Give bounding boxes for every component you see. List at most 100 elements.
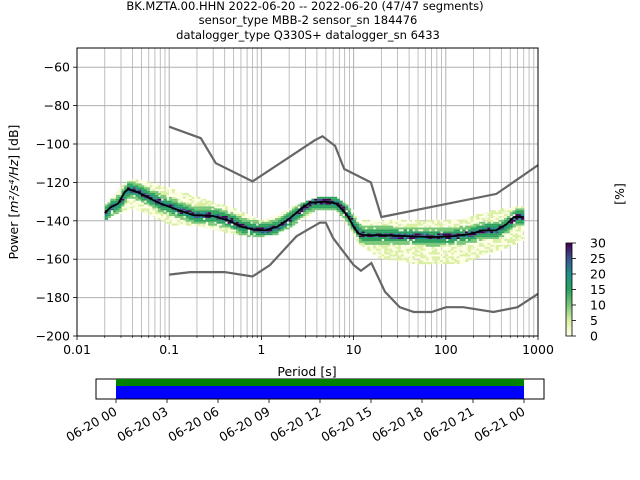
ppsd-cell bbox=[498, 244, 502, 247]
ppsd-cell bbox=[157, 217, 162, 220]
ppsd-cell bbox=[263, 221, 268, 224]
ppsd-cell bbox=[344, 219, 349, 222]
ppsd-cell bbox=[364, 225, 368, 228]
ppsd-cell bbox=[124, 194, 128, 197]
ppsd-cell bbox=[155, 204, 159, 207]
ppsd-cell bbox=[372, 242, 377, 245]
ppsd-cell bbox=[180, 196, 184, 199]
ppsd-cell bbox=[370, 221, 374, 224]
ppsd-cell bbox=[272, 229, 276, 232]
ppsd-cell bbox=[344, 217, 349, 220]
ppsd-cell bbox=[389, 227, 394, 230]
ppsd-cell bbox=[135, 204, 139, 207]
ppsd-cell bbox=[180, 208, 184, 211]
ppsd-cell bbox=[417, 233, 421, 236]
ppsd-cell bbox=[163, 198, 167, 201]
ppsd-cell bbox=[445, 221, 449, 224]
ppsd-cell bbox=[222, 206, 226, 209]
ppsd-cell bbox=[386, 229, 391, 232]
ppsd-cell bbox=[127, 187, 131, 190]
ppsd-cell bbox=[163, 214, 167, 216]
ppsd-cell bbox=[398, 219, 402, 222]
ppsd-cell bbox=[442, 233, 447, 236]
ppsd-cell bbox=[467, 250, 472, 253]
ppsd-cell bbox=[157, 204, 162, 207]
ppsd-cell bbox=[115, 198, 120, 201]
ppsd-cell bbox=[395, 246, 399, 249]
ppsd-cell bbox=[255, 233, 259, 236]
ppsd-cell bbox=[448, 242, 452, 245]
ppsd-cell bbox=[442, 258, 447, 261]
ppsd-cell bbox=[141, 196, 145, 199]
ppsd-cell bbox=[269, 217, 273, 220]
ppsd-cell bbox=[266, 231, 271, 234]
ppsd-cell bbox=[400, 246, 405, 249]
ppsd-cell bbox=[233, 216, 237, 218]
ppsd-cell bbox=[171, 194, 176, 197]
ppsd-cell bbox=[445, 258, 449, 261]
ppsd-cell bbox=[129, 191, 134, 193]
ppsd-cell bbox=[431, 244, 435, 247]
ppsd-cell bbox=[305, 204, 310, 207]
ppsd-cell bbox=[428, 223, 433, 226]
ppsd-cell bbox=[104, 216, 109, 218]
ppsd-cell bbox=[370, 225, 374, 228]
ppsd-cell bbox=[372, 240, 377, 243]
ppsd-cell bbox=[358, 231, 363, 234]
ppsd-cell bbox=[177, 191, 181, 193]
ppsd-cell bbox=[135, 194, 139, 197]
ppsd-cell bbox=[459, 260, 463, 263]
timeline-data-bar bbox=[116, 379, 524, 386]
ppsd-cell bbox=[238, 217, 243, 220]
ppsd-cell bbox=[291, 216, 296, 218]
ppsd-cell bbox=[289, 225, 293, 228]
ppsd-cell bbox=[479, 225, 483, 228]
ppsd-cell bbox=[403, 223, 408, 226]
ppsd-cell bbox=[370, 233, 374, 236]
ppsd-cell bbox=[462, 246, 466, 249]
ppsd-cell bbox=[506, 229, 511, 232]
ppsd-cell bbox=[504, 231, 508, 234]
ppsd-cell bbox=[261, 231, 265, 234]
ppsd-cell bbox=[325, 202, 329, 205]
ppsd-cell bbox=[403, 252, 408, 255]
ppsd-cell bbox=[490, 216, 494, 218]
ppsd-cell bbox=[247, 217, 251, 220]
ppsd-cell bbox=[409, 260, 413, 263]
ppsd-cell bbox=[252, 227, 257, 230]
ppsd-cell bbox=[163, 219, 167, 222]
ppsd-cell bbox=[411, 223, 416, 226]
ppsd-cell bbox=[244, 223, 248, 226]
ppsd-cell bbox=[272, 231, 276, 234]
ppsd-cell bbox=[138, 189, 142, 192]
ppsd-cell bbox=[166, 208, 170, 211]
ppsd-cell bbox=[495, 242, 500, 245]
ppsd-cell bbox=[269, 225, 273, 228]
ppsd-cell bbox=[146, 187, 151, 190]
ppsd-cell bbox=[414, 260, 419, 263]
ppsd-cell bbox=[409, 248, 413, 251]
ppsd-cell bbox=[180, 204, 184, 207]
ppsd-cell bbox=[364, 219, 368, 222]
ppsd-cell bbox=[392, 252, 396, 255]
ppsd-cell bbox=[180, 206, 184, 209]
ppsd-cell bbox=[384, 254, 388, 257]
ppsd-cell bbox=[174, 219, 178, 222]
ppsd-cell bbox=[451, 239, 455, 241]
y-tick-label: −100 bbox=[36, 137, 70, 152]
ppsd-cell bbox=[199, 216, 204, 218]
ppsd-cell bbox=[305, 208, 310, 211]
ppsd-cell bbox=[465, 252, 469, 255]
ppsd-cell bbox=[484, 250, 489, 253]
ppsd-cell bbox=[442, 229, 447, 232]
ppsd-cell bbox=[425, 258, 430, 261]
ppsd-cell bbox=[319, 208, 324, 211]
ppsd-cell bbox=[104, 204, 109, 207]
ppsd-cell bbox=[459, 240, 463, 243]
ppsd-cell bbox=[484, 242, 489, 245]
ppsd-cell bbox=[414, 248, 419, 251]
ppsd-cell bbox=[210, 202, 215, 205]
ppsd-cell bbox=[347, 216, 352, 218]
ppsd-cell bbox=[230, 219, 234, 222]
ppsd-cell bbox=[465, 235, 469, 238]
